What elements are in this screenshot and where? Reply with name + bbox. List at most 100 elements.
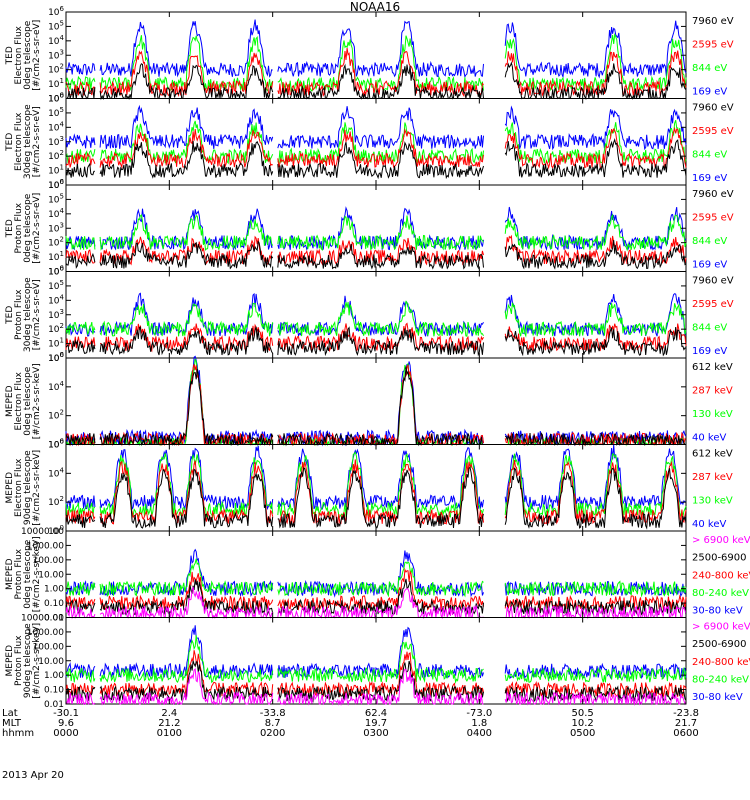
series-line-844-ev — [65, 120, 687, 165]
y-tick-label: 103 — [48, 221, 64, 234]
y-axis-label: 0deg telescope — [23, 20, 33, 90]
legend-entry: 40 keV — [692, 433, 726, 444]
legend-entry: 169 eV — [692, 346, 727, 357]
footer-value: 0000 — [53, 728, 78, 739]
series-line-130-kev — [65, 358, 686, 447]
y-tick-label: 106 — [48, 351, 64, 364]
panel-6: 0.01 0.10 1.00 10.00 100.00 1000.00 10000.00 ME… — [5, 527, 750, 624]
series-line-80-240-kev — [65, 558, 687, 598]
y-axis-label: [#/cm2-s-sr-eV] — [32, 193, 42, 264]
y-axis-label: Electron Flux — [14, 112, 24, 171]
y-tick-label: 102 — [48, 236, 64, 249]
y-tick-label: 104 — [48, 380, 64, 393]
y-axis-label: Proton Flux — [14, 289, 24, 340]
footer-value: 9.6 — [58, 718, 74, 729]
y-tick-label: 102 — [48, 149, 64, 162]
y-axis-label: [#/cm2-s-sr-keV] — [32, 536, 42, 612]
footer-value: 0600 — [673, 728, 698, 739]
y-tick-label: 101 — [48, 337, 64, 350]
footer-value: 10.2 — [572, 718, 594, 729]
y-tick-label: 10000.00 — [21, 614, 64, 624]
footer-value: 21.2 — [158, 718, 180, 729]
date-label: 2013 Apr 20 — [2, 770, 64, 781]
y-tick-label: 100 — [48, 265, 64, 278]
y-tick-label: 106 — [48, 92, 64, 105]
y-tick-label: 0.01 — [44, 700, 64, 710]
y-tick-label: 1.00 — [44, 671, 64, 681]
series-line-287-kev — [65, 459, 687, 526]
y-axis-label: [#/cm2-s-sr-eV] — [32, 20, 42, 91]
y-tick-label: 105 — [48, 279, 64, 292]
legend-entry: 7960 eV — [692, 16, 734, 27]
footer-value: -23.8 — [673, 708, 699, 719]
y-axis-label: TED — [5, 219, 15, 238]
series-line-169-ev — [65, 206, 687, 252]
y-tick-label: 106 — [48, 5, 64, 18]
y-tick-label: 104 — [48, 34, 64, 47]
y-axis-label: 30deg telescope — [23, 277, 33, 352]
series-line--6900-kev — [65, 586, 687, 620]
legend-entry: 80-240 keV — [692, 588, 749, 599]
footer-value: 2.4 — [161, 708, 177, 719]
y-axis-label: TED — [5, 133, 15, 152]
legend-entry: 30-80 keV — [692, 692, 743, 703]
series-line-844-ev — [65, 32, 687, 93]
series-line-40-kev — [65, 355, 687, 447]
y-tick-label: 106 — [48, 178, 64, 191]
y-tick-label: 1000.00 — [27, 541, 64, 551]
y-tick-label: 0.01 — [44, 614, 64, 624]
legend-entry: 130 keV — [692, 409, 733, 420]
legend-entry: 240-800 keV — [692, 657, 750, 668]
y-axis-label: [#/cm2-s-sr-eV] — [32, 106, 42, 177]
y-axis-label: Proton Flux — [14, 202, 24, 253]
legend-entry: > 6900 keV — [692, 622, 750, 633]
y-axis-label: 0deg telescope — [23, 366, 33, 436]
y-tick-label: 101 — [48, 77, 64, 90]
y-tick-label: 1000.00 — [27, 628, 64, 638]
y-axis-label: MEPED — [5, 385, 15, 417]
legend-entry: 2595 eV — [692, 126, 734, 137]
legend-entry: 2595 eV — [692, 299, 734, 310]
y-axis-label: MEPED — [5, 472, 15, 504]
y-tick-label: 101 — [48, 250, 64, 263]
legend-entry: 2595 eV — [692, 40, 734, 51]
y-axis-label: [#/cm2-s-sr-keV] — [32, 450, 42, 526]
panel-frame — [65, 357, 687, 445]
series-line-844-ev — [65, 300, 687, 338]
y-axis-label: MEPED — [5, 558, 15, 590]
y-tick-label: 106 — [48, 438, 64, 451]
footer-value: 0400 — [467, 728, 492, 739]
footer-value: 0500 — [570, 728, 595, 739]
chart-title: NOAA16 — [349, 0, 401, 14]
legend-entry: 7960 eV — [692, 276, 734, 287]
y-tick-label: 100 — [48, 178, 64, 191]
footer-value: 21.7 — [675, 718, 697, 729]
series-line-169-ev — [65, 19, 687, 79]
series-line-7960-ev — [65, 326, 687, 357]
legend-entry: 2595 eV — [692, 213, 734, 224]
y-tick-label: 100 — [48, 351, 64, 364]
legend-entry: 7960 eV — [692, 189, 734, 200]
legend-entry: 612 keV — [692, 362, 733, 373]
footer-value: 62.4 — [365, 708, 387, 719]
legend-entry: 844 eV — [692, 63, 727, 74]
y-axis-label: [#/cm2-s-sr-eV] — [32, 279, 42, 350]
legend-entry: > 6900 keV — [692, 535, 750, 546]
y-axis-label: Electron Flux — [14, 458, 24, 517]
legend-entry: 169 eV — [692, 173, 727, 184]
y-tick-label: 102 — [48, 322, 64, 335]
legend-entry: 7960 eV — [692, 103, 734, 114]
y-axis-label: [#/cm2-s-sr-keV] — [32, 623, 42, 699]
legend-entry: 2500-6900 — [692, 639, 747, 650]
y-axis-label: Proton Flux — [14, 635, 24, 686]
legend-entry: 80-240 keV — [692, 674, 749, 685]
legend-entry: 169 eV — [692, 87, 727, 98]
footer-value: -73.0 — [466, 708, 492, 719]
y-tick-label: 10.00 — [38, 570, 64, 580]
footer-value: -33.8 — [260, 708, 286, 719]
y-tick-label: 103 — [48, 48, 64, 61]
series-line-7960-ev — [66, 61, 687, 101]
y-tick-label: 104 — [48, 120, 64, 133]
